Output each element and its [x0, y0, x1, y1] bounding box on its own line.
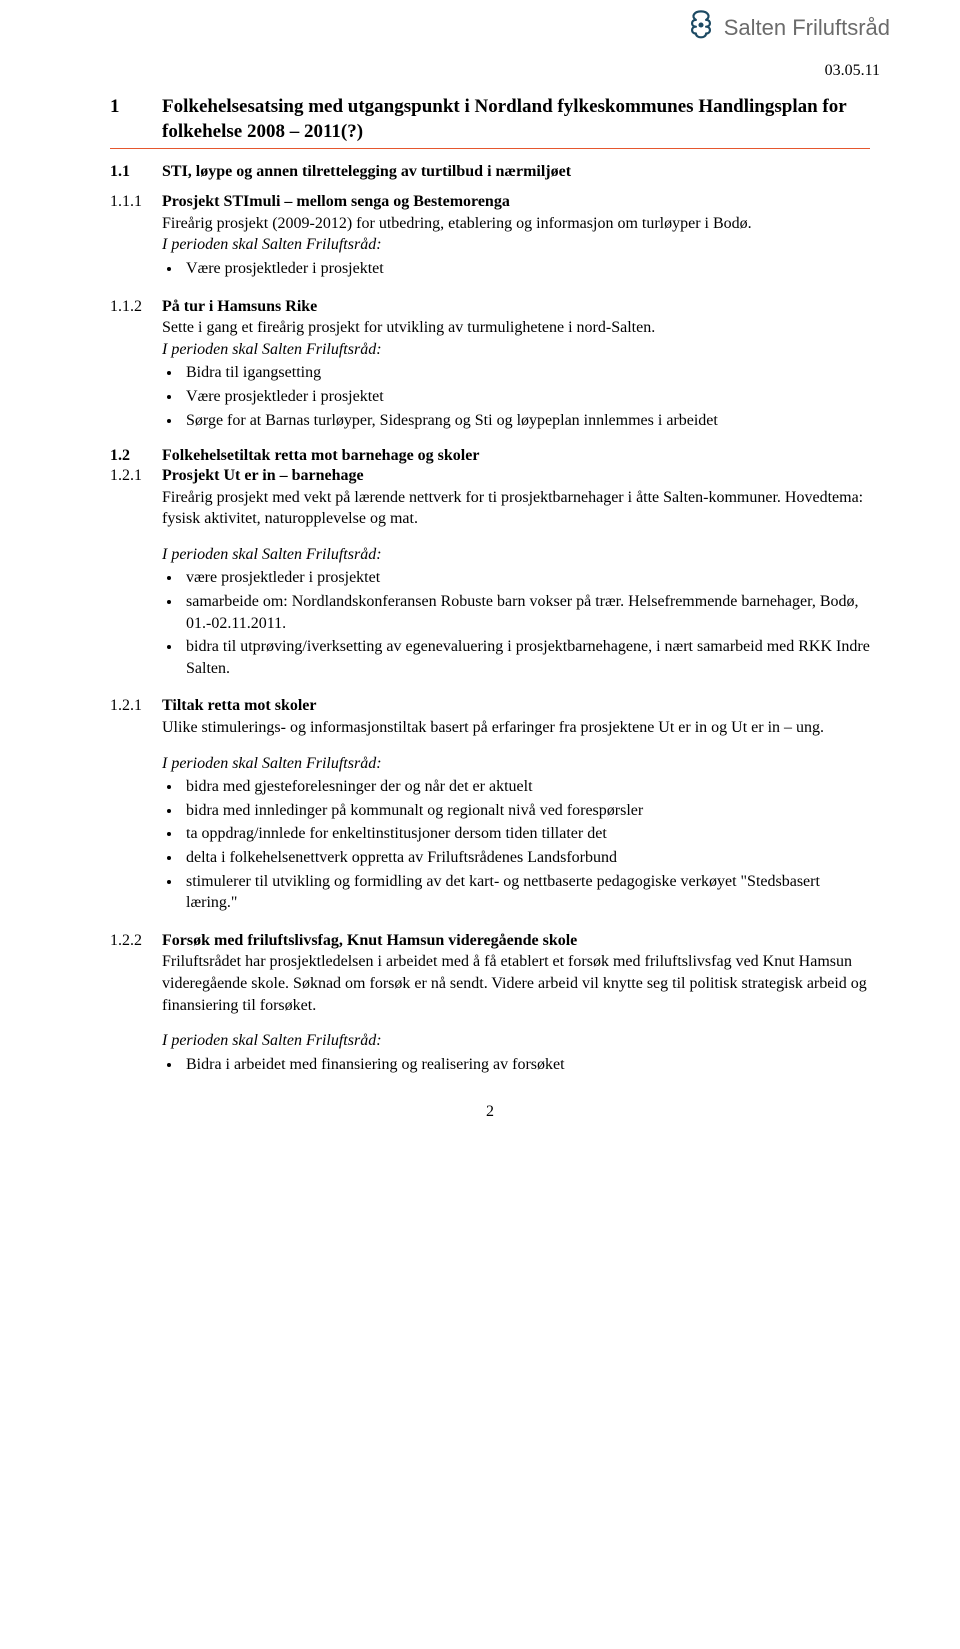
- subsection-head: 1.1.1 Prosjekt STImuli – mellom senga og…: [110, 191, 870, 256]
- section-title: Folkehelsetiltak retta mot barnehage og …: [162, 447, 870, 465]
- h1-title: Folkehelsesatsing med utgangspunkt i Nor…: [162, 94, 870, 144]
- lead-row: I perioden skal Salten Friluftsråd:: [110, 1030, 870, 1052]
- document-content: 1 Folkehelsesatsing med utgangspunkt i N…: [110, 20, 870, 1121]
- subsection-body: Sette i gang et fireårig prosjekt for ut…: [162, 317, 870, 339]
- subsection-title: Prosjekt Ut er in – barnehage: [162, 467, 364, 484]
- subsection-number: 1.2.2: [110, 930, 162, 952]
- section-1-1-1: 1.1.1 Prosjekt STImuli – mellom senga og…: [110, 191, 870, 279]
- subsection-head: 1.1.2 På tur i Hamsuns Rike Sette i gang…: [110, 296, 870, 361]
- bullet-list: Være prosjektleder i prosjektet: [110, 258, 870, 280]
- list-item: Være prosjektleder i prosjektet: [182, 258, 870, 280]
- list-item: Være prosjektleder i prosjektet: [182, 386, 870, 408]
- list-item: delta i folkehelsenettverk oppretta av F…: [182, 847, 870, 869]
- subsection-number: 1.2.1: [110, 695, 162, 717]
- list-item: stimulerer til utvikling og formidling a…: [182, 871, 870, 914]
- subsection-title: Tiltak retta mot skoler: [162, 697, 317, 714]
- section-1-2: 1.2 Folkehelsetiltak retta mot barnehage…: [110, 447, 870, 465]
- list-item: bidra til utprøving/iverksetting av egen…: [182, 636, 870, 679]
- section-1-2-1-barnehage: 1.2.1 Prosjekt Ut er in – barnehage Fire…: [110, 465, 870, 679]
- brand-name: Salten Friluftsråd: [724, 15, 890, 41]
- section-1-2-2: 1.2.2 Forsøk med friluftslivsfag, Knut H…: [110, 930, 870, 1076]
- subsection-head: 1.2.1 Tiltak retta mot skoler Ulike stim…: [110, 695, 870, 738]
- list-item: ta oppdrag/innlede for enkeltinstitusjon…: [182, 823, 870, 845]
- list-item: bidra med innledinger på kommunalt og re…: [182, 800, 870, 822]
- subsection-body: Fireårig prosjekt (2009-2012) for utbedr…: [162, 213, 870, 235]
- document-date: 03.05.11: [825, 62, 880, 80]
- lead-row: I perioden skal Salten Friluftsråd:: [110, 753, 870, 775]
- list-item: Sørge for at Barnas turløyper, Sidespran…: [182, 410, 870, 432]
- section-1-1-2: 1.1.2 På tur i Hamsuns Rike Sette i gang…: [110, 296, 870, 432]
- h1-row: 1 Folkehelsesatsing med utgangspunkt i N…: [110, 94, 870, 146]
- document-page: Salten Friluftsråd 03.05.11 1 Folkehelse…: [0, 0, 960, 1649]
- bullet-list: Bidra til igangsettingVære prosjektleder…: [110, 362, 870, 431]
- subsection-head: 1.2.2 Forsøk med friluftslivsfag, Knut H…: [110, 930, 870, 1016]
- bullet-list: bidra med gjesteforelesninger der og når…: [110, 776, 870, 914]
- subsection-body: Ulike stimulerings- og informasjonstilta…: [162, 717, 870, 739]
- subsection-title: Prosjekt STImuli – mellom senga og Beste…: [162, 193, 510, 210]
- page-number: 2: [110, 1103, 870, 1121]
- section-number: 1.1: [110, 163, 162, 181]
- subsection-title: Forsøk med friluftslivsfag, Knut Hamsun …: [162, 932, 577, 949]
- list-item: bidra med gjesteforelesninger der og når…: [182, 776, 870, 798]
- subsection-number: 1.2.1: [110, 465, 162, 487]
- h1-number: 1: [110, 94, 162, 119]
- brand-header: Salten Friluftsråd: [684, 8, 890, 47]
- section-number: 1.2: [110, 447, 162, 465]
- lead-phrase: I perioden skal Salten Friluftsråd:: [162, 1030, 870, 1052]
- lead-phrase: I perioden skal Salten Friluftsråd:: [162, 544, 870, 566]
- list-item: Bidra i arbeidet med finansiering og rea…: [182, 1054, 870, 1076]
- lead-phrase: I perioden skal Salten Friluftsråd:: [162, 753, 870, 775]
- section-1-2-1-skoler: 1.2.1 Tiltak retta mot skoler Ulike stim…: [110, 695, 870, 913]
- list-item: samarbeide om: Nordlandskonferansen Robu…: [182, 591, 870, 634]
- section-title: STI, løype og annen tilrettelegging av t…: [162, 163, 870, 181]
- subsection-head: 1.2.1 Prosjekt Ut er in – barnehage Fire…: [110, 465, 870, 530]
- bullet-list: Bidra i arbeidet med finansiering og rea…: [110, 1054, 870, 1076]
- subsection-number: 1.1.1: [110, 191, 162, 213]
- subsection-body: Fireårig prosjekt med vekt på lærende ne…: [162, 487, 870, 530]
- title-rule: [110, 148, 870, 149]
- logo-icon: [684, 8, 718, 47]
- subsection-number: 1.1.2: [110, 296, 162, 318]
- lead-phrase: I perioden skal Salten Friluftsråd:: [162, 234, 870, 256]
- list-item: Bidra til igangsetting: [182, 362, 870, 384]
- subsection-body: Friluftsrådet har prosjektledelsen i arb…: [162, 951, 870, 1016]
- section-1-1: 1.1 STI, løype og annen tilrettelegging …: [110, 163, 870, 181]
- lead-phrase: I perioden skal Salten Friluftsråd:: [162, 339, 870, 361]
- subsection-title: På tur i Hamsuns Rike: [162, 298, 317, 315]
- bullet-list: være prosjektleder i prosjektetsamarbeid…: [110, 567, 870, 679]
- lead-row: I perioden skal Salten Friluftsråd:: [110, 544, 870, 566]
- list-item: være prosjektleder i prosjektet: [182, 567, 870, 589]
